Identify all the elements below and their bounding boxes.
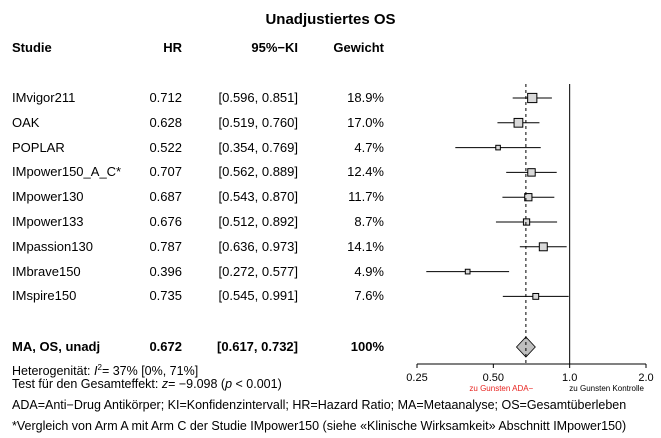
study-name: IMbrave150 (12, 263, 81, 279)
column-header-hr: HR (163, 40, 182, 55)
study-hr: 0.676 (149, 214, 182, 229)
study-ci: [0.543, 0.870] (218, 189, 298, 205)
study-weight: 7.6% (354, 288, 384, 304)
study-hr: 0.735 (149, 288, 182, 304)
summary-weight: 100% (350, 339, 384, 354)
study-ci: [0.354, 0.769] (218, 139, 298, 155)
chart-title: Unadjustiertes OS (265, 11, 396, 28)
study-name: IMpower150_A_C* (12, 164, 122, 180)
study-point-estimate (513, 117, 524, 128)
study-name: OAK (12, 114, 40, 130)
study-ci: [0.562, 0.889] (218, 164, 298, 180)
study-ci: [0.636, 0.973] (218, 238, 298, 254)
study-weight: 11.7% (348, 189, 384, 205)
study-name: IMvigor211 (12, 90, 76, 105)
study-ci: [0.545, 0.991] (218, 288, 298, 304)
study-weight: 14.1% (347, 238, 384, 254)
study-weight: 17.0% (347, 114, 384, 130)
study-hr: 0.628 (149, 114, 182, 130)
study-point-estimate (524, 193, 533, 202)
study-ci: [0.596, 0.851] (218, 90, 298, 105)
study-name: IMspire150 (12, 288, 77, 304)
column-header-ci: 95%−KI (251, 40, 298, 55)
study-name: IMpassion130 (12, 238, 93, 254)
x-axis-tick-label: 0.25 (406, 372, 427, 384)
x-axis-tick-label: 1.0 (562, 372, 577, 384)
study-point-estimate (495, 144, 501, 151)
x-axis-tick-label: 0.50 (483, 372, 504, 384)
study-weight: 12.4% (347, 164, 384, 180)
study-weight: 4.9% (354, 263, 384, 279)
column-header-weight: Gewicht (333, 40, 384, 55)
overall-effect-test: Test für den Gesamteffekt: z= −9.098 (p … (12, 377, 282, 391)
study-hr: 0.522 (149, 139, 182, 155)
favours-right-label: zu Gunsten Kontrolle (569, 384, 644, 393)
study-hr: 0.787 (149, 238, 182, 254)
study-point-estimate (464, 268, 471, 275)
favours-left-label: zu Gunsten ADA− (469, 384, 533, 393)
study-ci: [0.512, 0.892] (218, 214, 298, 229)
study-point-estimate (527, 168, 536, 177)
summary-ci: [0.617, 0.732] (217, 339, 298, 354)
study-ci: [0.519, 0.760] (218, 114, 298, 130)
study-ci: [0.272, 0.577] (218, 263, 298, 279)
study-weight: 18.9% (347, 90, 384, 105)
study-weight: 8.7% (354, 214, 384, 229)
summary-hr: 0.672 (149, 339, 182, 354)
study-weight: 4.7% (354, 139, 384, 155)
study-name: POPLAR (12, 139, 65, 155)
study-hr: 0.707 (149, 164, 182, 180)
study-name: IMpower130 (12, 189, 84, 205)
study-hr: 0.396 (149, 263, 182, 279)
study-point-estimate (522, 218, 531, 226)
abbreviations-footnote: ADA=Anti−Drug Antikörper; KI=Konfidenzin… (12, 398, 627, 412)
study-point-estimate (527, 92, 538, 104)
study-point-estimate (532, 292, 540, 300)
study-point-estimate (538, 242, 548, 252)
comparison-footnote: *Vergleich von Arm A mit Arm C der Studi… (12, 419, 627, 433)
summary-name: MA, OS, unadj (12, 339, 101, 354)
study-hr: 0.712 (149, 90, 182, 105)
study-hr: 0.687 (149, 189, 182, 205)
study-name: IMpower133 (12, 214, 84, 229)
x-axis-tick-label: 2.0 (638, 372, 653, 384)
heterogeneity-stat: Heterogenität: I2= 37% [0%, 71%] (12, 363, 199, 379)
summary-diamond (515, 336, 536, 358)
column-header-study: Studie (12, 40, 52, 55)
